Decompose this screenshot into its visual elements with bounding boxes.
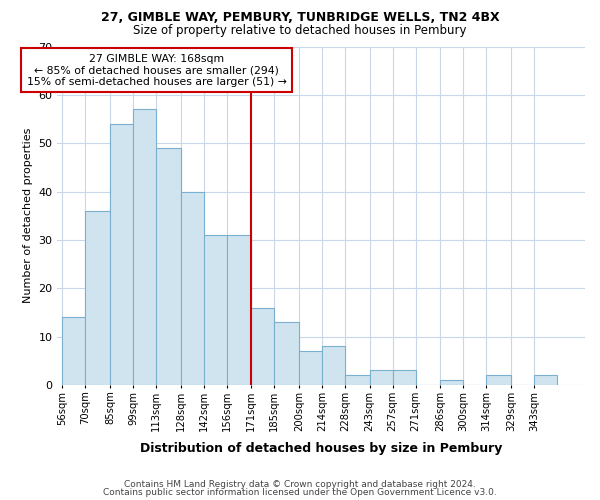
Y-axis label: Number of detached properties: Number of detached properties <box>23 128 33 304</box>
Bar <box>345 376 370 385</box>
Bar <box>534 376 557 385</box>
Bar <box>203 235 227 385</box>
Bar <box>274 322 299 385</box>
Text: 27 GIMBLE WAY: 168sqm
← 85% of detached houses are smaller (294)
15% of semi-det: 27 GIMBLE WAY: 168sqm ← 85% of detached … <box>27 54 287 87</box>
Bar <box>133 110 156 385</box>
X-axis label: Distribution of detached houses by size in Pembury: Distribution of detached houses by size … <box>140 442 502 455</box>
Bar <box>322 346 345 385</box>
Bar <box>440 380 463 385</box>
Bar <box>299 351 322 385</box>
Bar <box>392 370 416 385</box>
Bar <box>251 308 274 385</box>
Bar <box>487 376 511 385</box>
Bar <box>227 235 251 385</box>
Bar <box>62 318 85 385</box>
Bar <box>181 192 203 385</box>
Text: 27, GIMBLE WAY, PEMBURY, TUNBRIDGE WELLS, TN2 4BX: 27, GIMBLE WAY, PEMBURY, TUNBRIDGE WELLS… <box>101 11 499 24</box>
Bar <box>85 211 110 385</box>
Bar <box>156 148 181 385</box>
Text: Contains HM Land Registry data © Crown copyright and database right 2024.: Contains HM Land Registry data © Crown c… <box>124 480 476 489</box>
Text: Size of property relative to detached houses in Pembury: Size of property relative to detached ho… <box>133 24 467 37</box>
Text: Contains public sector information licensed under the Open Government Licence v3: Contains public sector information licen… <box>103 488 497 497</box>
Bar <box>110 124 133 385</box>
Bar <box>370 370 392 385</box>
